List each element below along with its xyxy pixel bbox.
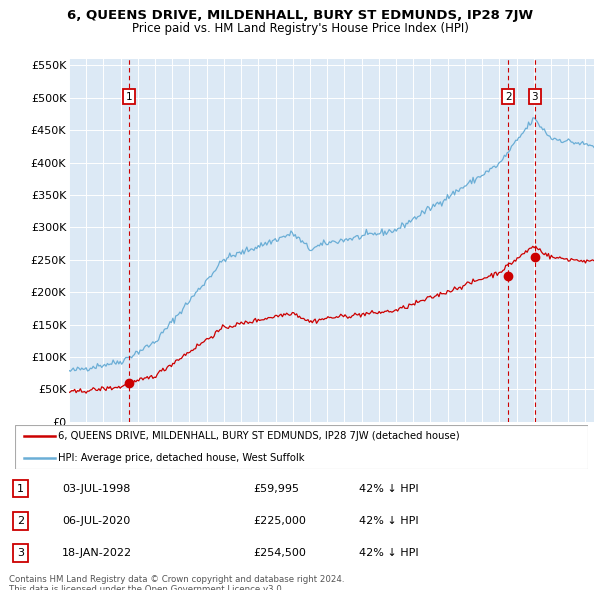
Text: 1: 1 xyxy=(126,91,133,101)
Text: 03-JUL-1998: 03-JUL-1998 xyxy=(62,484,130,494)
Text: HPI: Average price, detached house, West Suffolk: HPI: Average price, detached house, West… xyxy=(58,453,304,463)
Text: £254,500: £254,500 xyxy=(253,548,306,558)
Text: 18-JAN-2022: 18-JAN-2022 xyxy=(62,548,132,558)
FancyBboxPatch shape xyxy=(15,425,588,469)
Text: 06-JUL-2020: 06-JUL-2020 xyxy=(62,516,130,526)
Text: 2: 2 xyxy=(505,91,511,101)
Text: 6, QUEENS DRIVE, MILDENHALL, BURY ST EDMUNDS, IP28 7JW: 6, QUEENS DRIVE, MILDENHALL, BURY ST EDM… xyxy=(67,9,533,22)
Text: Contains HM Land Registry data © Crown copyright and database right 2024.
This d: Contains HM Land Registry data © Crown c… xyxy=(9,575,344,590)
Text: 2: 2 xyxy=(17,516,24,526)
Text: 3: 3 xyxy=(532,91,538,101)
Text: 42% ↓ HPI: 42% ↓ HPI xyxy=(359,484,418,494)
Text: 3: 3 xyxy=(17,548,24,558)
Text: 42% ↓ HPI: 42% ↓ HPI xyxy=(359,548,418,558)
Text: 1: 1 xyxy=(17,484,24,494)
Text: £225,000: £225,000 xyxy=(253,516,306,526)
Text: £59,995: £59,995 xyxy=(253,484,299,494)
Text: Price paid vs. HM Land Registry's House Price Index (HPI): Price paid vs. HM Land Registry's House … xyxy=(131,22,469,35)
Text: 6, QUEENS DRIVE, MILDENHALL, BURY ST EDMUNDS, IP28 7JW (detached house): 6, QUEENS DRIVE, MILDENHALL, BURY ST EDM… xyxy=(58,431,460,441)
Text: 42% ↓ HPI: 42% ↓ HPI xyxy=(359,516,418,526)
